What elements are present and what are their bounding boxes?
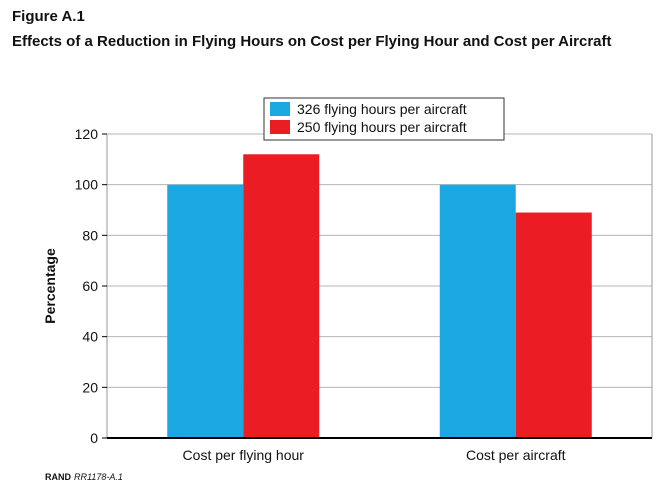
bar <box>439 184 516 438</box>
y-tick-label: 40 <box>82 329 98 345</box>
y-tick-label: 60 <box>82 278 98 294</box>
y-axis-label: Percentage <box>42 248 58 324</box>
credit-code: RR1178-A.1 <box>74 472 123 482</box>
bar <box>243 154 320 438</box>
legend-swatch <box>270 102 290 116</box>
legend-box <box>263 97 505 141</box>
bar <box>515 212 592 438</box>
figure-label: Figure A.1 <box>12 8 85 25</box>
y-tick-label: 120 <box>75 126 99 142</box>
legend-label: 326 flying hours per aircraft <box>297 101 467 117</box>
x-tick-label: Cost per aircraft <box>466 447 566 463</box>
bar <box>167 184 244 438</box>
legend-label: 250 flying hours per aircraft <box>297 119 467 135</box>
y-tick-label: 20 <box>82 379 98 395</box>
credit-org: RAND <box>45 472 71 482</box>
y-tick-label: 100 <box>75 177 99 193</box>
x-tick-label: Cost per flying hour <box>183 447 305 463</box>
figure-title: Effects of a Reduction in Flying Hours o… <box>12 33 612 50</box>
legend-swatch <box>270 120 290 134</box>
y-tick-label: 0 <box>90 430 98 446</box>
y-tick-label: 80 <box>82 227 98 243</box>
figure-credit: RAND RR1178-A.1 <box>45 472 123 482</box>
